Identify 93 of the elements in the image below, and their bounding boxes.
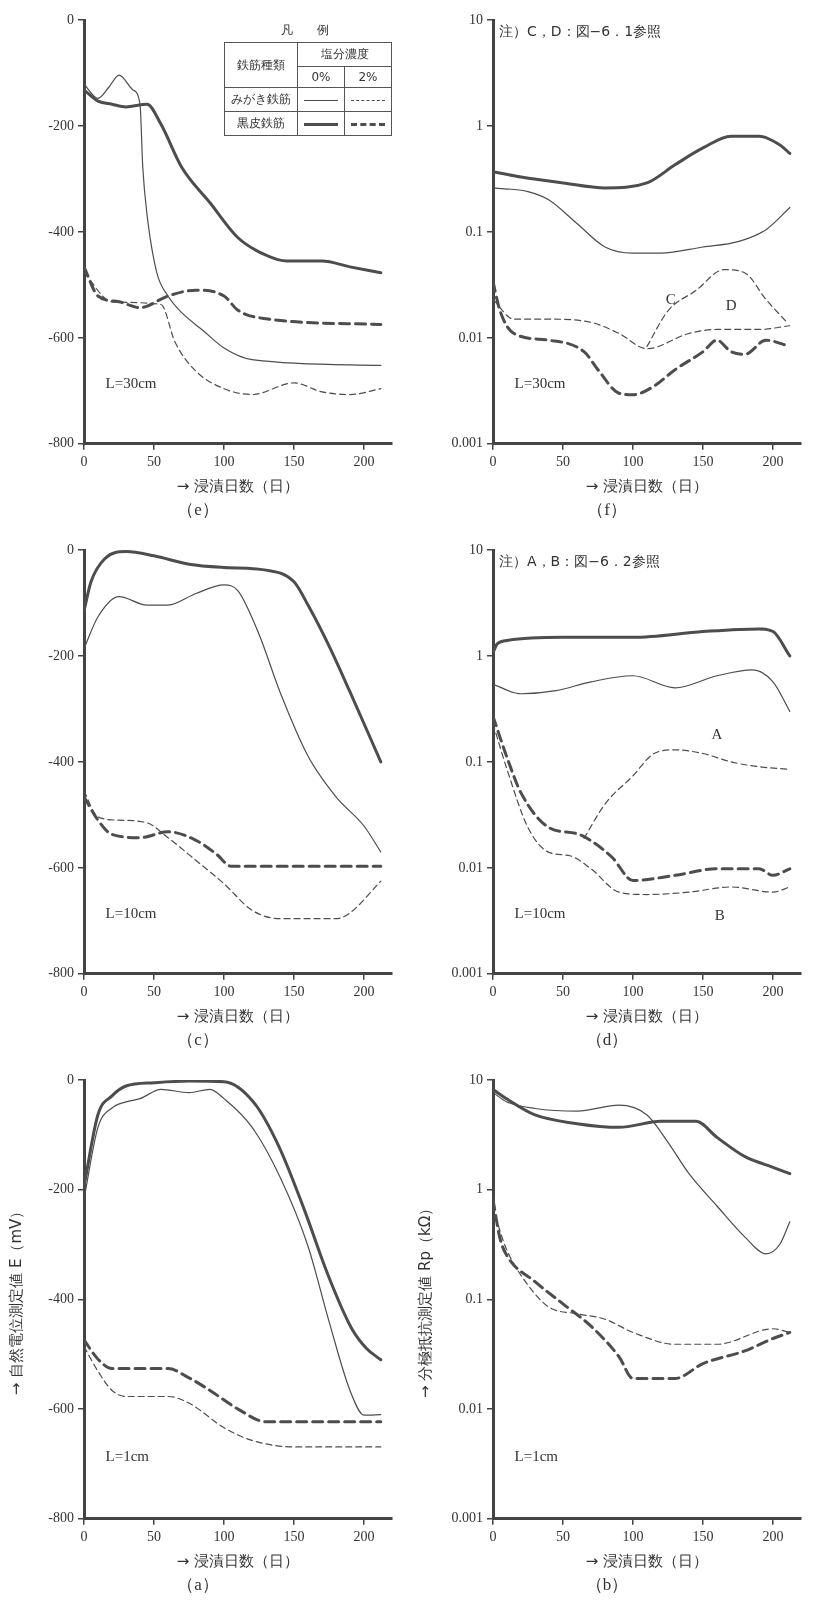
y-tick-label: -800 [48, 965, 74, 981]
x-tick-label: 200 [762, 453, 784, 469]
text: （f） [587, 500, 627, 520]
x-tick-label: 0 [80, 1528, 88, 1544]
annotation: L=30cm [105, 375, 157, 392]
annotation: L=30cm [514, 375, 566, 392]
annotation: D [725, 297, 737, 313]
x-tick-label: 100 [213, 983, 235, 999]
x-tick-label: 150 [283, 1528, 305, 1544]
y-tick-label: 0.01 [458, 1400, 483, 1416]
x-tick-label: 150 [692, 983, 714, 999]
x-tick-label: 150 [283, 983, 305, 999]
x-axis-title: → 浸漬日数（日） [585, 1007, 709, 1026]
text: （b） [585, 1575, 629, 1595]
y-tick-label: 0.1 [465, 753, 483, 769]
annotation: L=1cm [514, 1448, 559, 1465]
y-tick-label: 1 [476, 117, 483, 133]
y-tick-label: 0.001 [451, 1510, 483, 1526]
y-tick-label: 0.01 [458, 859, 483, 875]
y-tick-label: -600 [48, 1400, 74, 1416]
annotation: 注）A，B：図−6．2参照 [499, 552, 660, 569]
x-axis-title: → 浸漬日数（日） [176, 1552, 300, 1571]
annotation: 黒皮鉄筋 [224, 111, 298, 136]
annotation: A [711, 725, 723, 742]
annotation: 注）C，D：図−6．1参照 [499, 22, 662, 39]
annotation: 2% [344, 66, 392, 88]
text: （c） [177, 1030, 219, 1050]
x-tick-label: 200 [353, 453, 375, 469]
y-tick-label: 0 [67, 541, 74, 557]
y-tick-label: 0.001 [451, 435, 483, 451]
x-tick-label: 50 [147, 1528, 161, 1544]
x-tick-label: 100 [622, 453, 644, 469]
x-axis-title: → 浸漬日数（日） [585, 477, 709, 496]
y-tick-label: 0.001 [451, 965, 483, 981]
y-tick-label: -400 [48, 753, 74, 769]
y-tick-label: 1 [476, 1181, 483, 1197]
x-axis-title: → 浸漬日数（日） [176, 1007, 300, 1026]
x-tick-label: 50 [556, 983, 570, 999]
y-tick-label: -800 [48, 435, 74, 451]
x-tick-label: 50 [556, 1528, 570, 1544]
text: （e） [177, 500, 219, 520]
y-tick-label: -600 [48, 329, 74, 345]
x-tick-label: 150 [283, 453, 305, 469]
x-tick-label: 200 [762, 983, 784, 999]
x-axis-title: → 浸漬日数（日） [585, 1552, 709, 1571]
y-tick-label: -600 [48, 859, 74, 875]
y-axis-title: → 分極抵抗測定値 Rp（kΩ） [415, 1200, 434, 1398]
annotation: 塩分濃度 [297, 42, 392, 67]
y-tick-label: 0.1 [465, 1291, 483, 1307]
x-tick-label: 0 [489, 1528, 497, 1544]
x-axis-title: → 浸漬日数（日） [176, 477, 300, 496]
x-tick-label: 0 [80, 453, 88, 469]
x-tick-label: 50 [147, 983, 161, 999]
y-tick-label: 0 [67, 1071, 74, 1087]
x-tick-label: 0 [489, 453, 497, 469]
text: （d） [585, 1030, 629, 1050]
y-tick-label: 1 [476, 647, 483, 663]
x-tick-label: 0 [489, 983, 497, 999]
x-tick-label: 100 [213, 453, 235, 469]
x-tick-label: 100 [622, 1528, 644, 1544]
legend-title: 凡 例 [280, 22, 336, 39]
y-tick-label: -400 [48, 1291, 74, 1307]
y-tick-label: -200 [48, 117, 74, 133]
annotation: 0% [297, 66, 345, 88]
text: （a） [177, 1575, 219, 1595]
annotation: L=10cm [105, 905, 157, 922]
x-tick-label: 100 [622, 983, 644, 999]
x-tick-label: 100 [213, 1528, 235, 1544]
y-tick-label: -200 [48, 1181, 74, 1197]
x-tick-label: 50 [556, 453, 570, 469]
annotation: みがき鉄筋 [224, 87, 298, 112]
annotation: C [665, 290, 676, 307]
y-tick-label: -800 [48, 1510, 74, 1526]
x-tick-label: 50 [147, 453, 161, 469]
annotation: 鉄筋種類 [224, 42, 298, 88]
y-tick-label: 10 [469, 541, 483, 557]
annotation: L=10cm [514, 905, 566, 922]
y-tick-label: 10 [469, 1071, 483, 1087]
x-tick-label: 150 [692, 453, 714, 469]
y-tick-label: -200 [48, 647, 74, 663]
x-tick-label: 0 [80, 983, 88, 999]
x-tick-label: 200 [353, 1528, 375, 1544]
x-tick-label: 150 [692, 1528, 714, 1544]
x-tick-label: 200 [762, 1528, 784, 1544]
y-tick-label: 0.01 [458, 329, 483, 345]
y-axis-title: → 自然電位測定値 E（mV） [6, 1203, 25, 1396]
annotation: B [714, 907, 725, 924]
y-tick-label: 10 [469, 11, 483, 27]
y-tick-label: -400 [48, 223, 74, 239]
x-tick-label: 200 [353, 983, 375, 999]
annotation: L=1cm [105, 1448, 150, 1465]
y-tick-label: 0.1 [465, 223, 483, 239]
y-tick-label: 0 [67, 11, 74, 27]
